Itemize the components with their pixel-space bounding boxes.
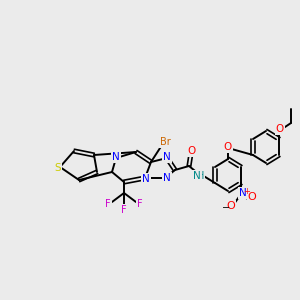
Text: N: N xyxy=(163,173,171,183)
Text: F: F xyxy=(121,205,127,215)
Text: O: O xyxy=(224,142,232,152)
Text: H: H xyxy=(197,171,205,181)
Text: F: F xyxy=(105,199,111,209)
Text: O: O xyxy=(188,146,196,156)
Text: N: N xyxy=(142,174,150,184)
Text: O: O xyxy=(226,201,236,211)
Text: N: N xyxy=(112,152,120,162)
Text: N: N xyxy=(163,152,171,162)
Text: F: F xyxy=(137,199,143,209)
Text: N: N xyxy=(193,171,201,181)
Text: +: + xyxy=(244,187,250,196)
Text: S: S xyxy=(55,163,61,173)
Text: O: O xyxy=(248,192,256,202)
Text: Br: Br xyxy=(160,137,170,147)
Text: N: N xyxy=(239,188,247,198)
Text: −: − xyxy=(222,203,230,213)
Text: O: O xyxy=(276,124,284,134)
